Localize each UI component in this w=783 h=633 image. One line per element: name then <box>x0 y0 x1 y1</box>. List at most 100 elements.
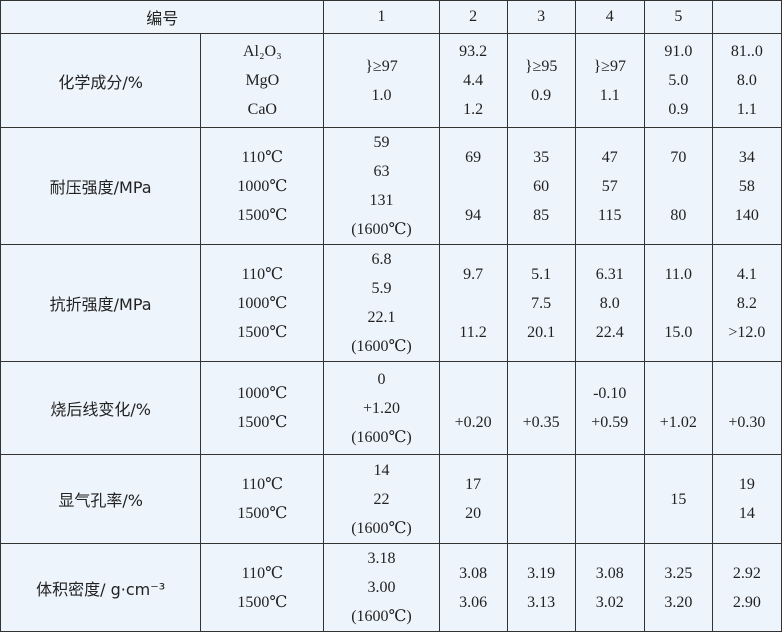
value-cell: 69 94 <box>438 127 508 245</box>
cell-line: 0 <box>377 370 386 388</box>
cell-line: 1500℃ <box>237 593 288 611</box>
value-cell: 3.18 3.00 (1600℃) <box>323 543 440 632</box>
table-row: 烧后线变化/% 1000℃ 1500℃ 0 +1.20 (1600℃) +0.20 +0.35… <box>0 361 783 455</box>
cell-line: 85 <box>533 206 550 224</box>
cell-line: 3.00 <box>367 579 396 596</box>
cell-line: 5.0 <box>668 72 689 89</box>
cell-line <box>713 379 781 408</box>
value-cell: }≥97 1.0 <box>323 33 440 128</box>
value-cell: 6.8 5.9 22.1 (1600℃) <box>323 244 440 362</box>
cell-line: 57 <box>601 177 618 195</box>
cell-line: 1.1 <box>736 101 757 118</box>
cell-line: 80 <box>670 206 687 224</box>
cell-line: 1.2 <box>463 101 484 118</box>
cell-line: 19 <box>738 476 755 493</box>
cell-line: (1600℃) <box>351 608 412 625</box>
condition-cell: 1000℃ 1500℃ <box>200 361 325 455</box>
condition-cell: Al₂O₃ MgO CaO <box>200 33 325 128</box>
cell-line: 15.0 <box>664 323 693 341</box>
cell-line: (1600℃) <box>351 519 412 537</box>
table-row: 抗折强度/MPa 110℃ 1000℃ 1500℃ 6.8 5.9 22.1 (1600℃) 9… <box>0 244 783 362</box>
cell-line: 1500℃ <box>237 323 288 341</box>
table-row: 耐压强度/MPa 110℃ 1000℃ 1500℃ 59 63 131 (1600℃) 69 94… <box>0 127 783 245</box>
cell-line: CaO <box>247 101 277 118</box>
cell-line: 1500℃ <box>237 414 288 431</box>
cell-line: 6.31 <box>595 265 624 283</box>
cell-line: 3.02 <box>595 593 624 611</box>
value-cell: }≥97 1.1 <box>574 33 645 128</box>
value-cell: 3.19 3.13 <box>506 543 576 632</box>
cell-line: 91.0 <box>664 43 693 60</box>
condition-cell: 110℃ 1000℃ 1500℃ <box>200 244 325 362</box>
cell-line: 0.9 <box>668 101 689 118</box>
cell-line <box>440 289 507 318</box>
cell-line: +0.30 <box>728 414 766 431</box>
table-row: 体积密度/ g·cm⁻³ 110℃ 1500℃ 3.18 3.00 (1600℃) 3.08… <box>0 543 783 632</box>
value-cell: -0.10 +0.59 <box>574 361 645 455</box>
cell-line: 140 <box>734 206 759 224</box>
cell-line: MgO <box>245 72 280 89</box>
cell-line: 115 <box>598 206 622 224</box>
cell-line: 6.8 <box>371 251 392 268</box>
cell-line: 60 <box>533 177 550 195</box>
value-cell <box>506 454 576 544</box>
value-cell: 19 14 <box>711 454 783 544</box>
cell-line: 131 <box>369 192 394 209</box>
table-row: 化学成分/% Al₂O₃ MgO CaO}≥97 1.0 93.2 4.4 1.2}≥95 0.… <box>0 33 783 128</box>
row-label: 化学成分/% <box>0 33 202 128</box>
cell-line <box>645 289 712 318</box>
cell-line: 34 <box>738 148 755 166</box>
cell-line: 59 <box>373 134 390 151</box>
condition-cell: 110℃ 1000℃ 1500℃ <box>200 127 325 245</box>
cell-line: 1000℃ <box>237 385 288 402</box>
cell-line: 22.4 <box>595 323 624 341</box>
value-cell: 0 +1.20 (1600℃) <box>323 361 440 455</box>
cell-line: 3.06 <box>459 593 488 611</box>
cell-line <box>440 172 507 201</box>
header-label: 编号 <box>0 0 325 34</box>
value-cell: 9.7 11.2 <box>438 244 508 362</box>
cell-line: 110℃ <box>241 564 283 582</box>
cell-line: 1.0 <box>371 86 392 104</box>
value-cell: 4.1 8.2 >12.0 <box>711 244 783 362</box>
cell-line: >12.0 <box>728 323 766 341</box>
cell-line: 93.2 <box>459 43 488 60</box>
cell-line: 8.2 <box>736 294 757 312</box>
value-cell: 11.0 15.0 <box>643 244 713 362</box>
cell-line: 110℃ <box>241 265 283 283</box>
cell-line: 11.2 <box>459 323 487 341</box>
header-col-3: 3 <box>506 0 576 34</box>
value-cell: }≥95 0.9 <box>506 33 576 128</box>
cell-line: 1000℃ <box>237 177 288 195</box>
value-cell: 2.92 2.90 <box>711 543 783 632</box>
cell-line: 3.13 <box>527 593 556 611</box>
cell-line <box>440 379 507 408</box>
cell-line: 3.25 <box>664 564 693 582</box>
value-cell: 14 22 (1600℃) <box>323 454 440 544</box>
row-label: 体积密度/ g·cm⁻³ <box>0 543 202 632</box>
value-cell <box>574 454 645 544</box>
cell-line: 22.1 <box>367 309 396 326</box>
header-col-2: 2 <box>438 0 508 34</box>
value-cell: 17 20 <box>438 454 508 544</box>
header-col-1: 1 <box>323 0 440 34</box>
condition-cell: 110℃ 1500℃ <box>200 543 325 632</box>
condition-cell: 110℃ 1500℃ <box>200 454 325 544</box>
cell-line: 63 <box>373 163 390 180</box>
row-label: 显气孔率/% <box>0 454 202 544</box>
value-cell: +0.30 <box>711 361 783 455</box>
cell-line: 22 <box>373 490 390 508</box>
cell-line: 17 <box>465 476 482 493</box>
cell-line: +0.59 <box>591 414 629 431</box>
cell-line: 1500℃ <box>237 505 288 522</box>
cell-line: 69 <box>465 148 482 166</box>
cell-line: -0.10 <box>593 385 627 402</box>
cell-line: 70 <box>670 148 687 166</box>
cell-line: 11.0 <box>664 265 693 283</box>
header-col-6 <box>711 0 783 34</box>
header-row: 编号 1 2 3 4 5 <box>0 0 783 34</box>
value-cell: +0.35 <box>506 361 576 455</box>
cell-line: 110℃ <box>241 476 283 493</box>
cell-line: +0.35 <box>522 414 560 431</box>
